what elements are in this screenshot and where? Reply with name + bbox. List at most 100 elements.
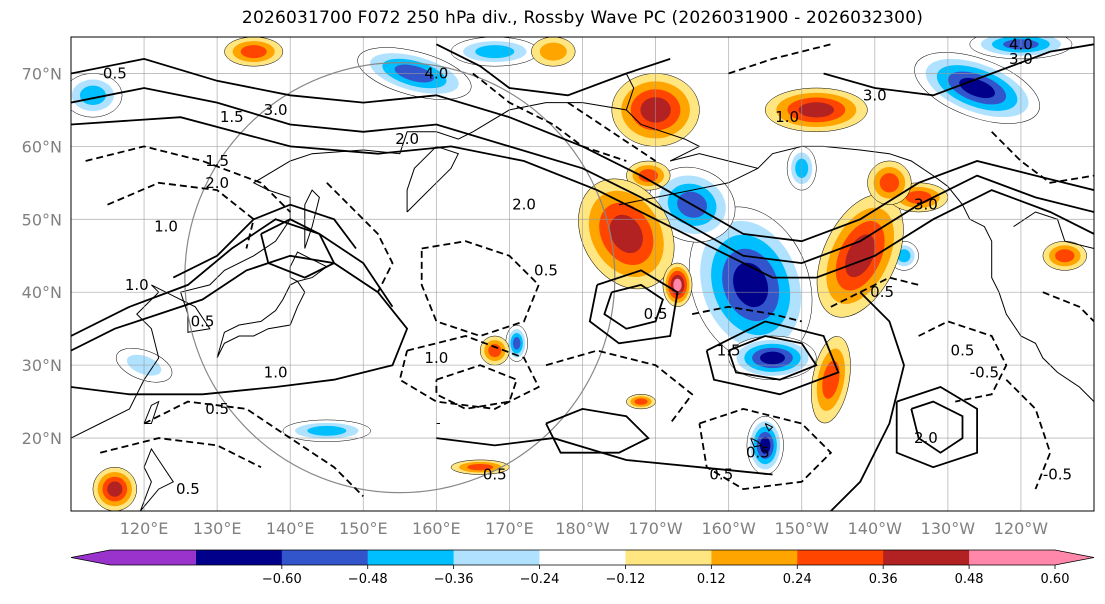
contour-label: 3.0 [914, 196, 938, 214]
positive-contour-7 [172, 203, 357, 279]
negative-contour-21 [326, 182, 394, 293]
contour-label: 4.0 [1009, 35, 1033, 53]
divergence-cell-15-3 [609, 214, 643, 254]
colorbar-tick-label: −0.12 [606, 572, 646, 587]
divergence-cell-14-2 [638, 169, 658, 183]
lon-tick-label: 120°W [994, 519, 1049, 538]
negative-contour-30 [918, 320, 1008, 403]
divergence-cell-0-4 [733, 262, 769, 308]
positive-contour-15 [910, 400, 964, 454]
coastline-9 [618, 167, 759, 206]
longitude-labels: 120°E 130°E 140°E 150°E 160°E 170°E 180°W 170°W… [120, 519, 1049, 538]
positive-contour-8 [260, 218, 336, 279]
positive-contour-2 [71, 116, 1094, 279]
lon-tick-label: 180°W [555, 519, 610, 538]
negative-contour-22 [420, 240, 540, 337]
lon-tick-label: 160°W [701, 519, 756, 538]
lon-tick-label: 130°E [193, 519, 242, 538]
positive-contour-6 [71, 218, 394, 337]
positive-contour-4 [823, 43, 1094, 97]
contour-label: 0.5 [870, 283, 894, 301]
colorbar-tick-label: 0.48 [955, 572, 984, 587]
negative-contour-24 [435, 364, 518, 410]
colorbar-tick-label: −0.24 [520, 572, 560, 587]
colorbar-swatch-9 [883, 550, 970, 565]
coastline-6 [139, 447, 175, 511]
lon-tick-label: 140°E [266, 519, 315, 538]
lon-tick-label: 160°E [412, 519, 461, 538]
coastline-8 [625, 109, 701, 162]
contour-label: 0.5 [483, 466, 507, 484]
divergence-cell-9-2 [307, 425, 347, 436]
divergence-cell-3-4 [760, 437, 771, 454]
contour-label: 0.5 [205, 400, 229, 418]
contour-label: 1.0 [264, 363, 288, 381]
negative-contour-36 [830, 276, 919, 308]
lon-tick-label: 150°W [775, 519, 830, 538]
positive-contour-14 [436, 437, 773, 476]
divergence-cell-20-2 [822, 360, 840, 399]
colorbar-swatch-1 [195, 550, 283, 565]
positive-contour-16 [895, 386, 978, 469]
contour-label: 0.5 [191, 312, 215, 330]
divergence-cell-28-2 [634, 398, 648, 405]
contour-label: 2.0 [205, 174, 229, 192]
negative-contour-20 [107, 181, 255, 249]
figure-title: 2026031700 F072 250 hPa div., Rossby Wav… [241, 8, 924, 28]
negative-contour-33 [567, 101, 657, 162]
divergence-cell-25-2 [240, 45, 267, 59]
lat-lon-grid [71, 37, 1094, 511]
lon-tick-label: 170°W [628, 519, 683, 538]
negative-contour-34 [728, 43, 832, 75]
coastline-2 [289, 251, 328, 282]
negative-contour-25 [545, 349, 694, 425]
negative-contour-35 [991, 131, 1094, 184]
negative-contour-23 [398, 335, 540, 410]
positive-contour-0 [71, 57, 1094, 243]
positive-contour-3 [435, 43, 671, 97]
contour-label: 2.0 [512, 196, 536, 214]
contour-label: 3.0 [1009, 50, 1033, 68]
lat-tick-label: 70°N [22, 64, 62, 83]
colorbar-tick-label: 0.60 [1041, 572, 1070, 587]
contour-label: 1.0 [424, 349, 448, 367]
coastline-7 [670, 145, 1094, 402]
contour-label: 0.5 [534, 261, 558, 279]
coastlines [71, 73, 1094, 511]
divergence-cell-24-2 [467, 464, 494, 471]
positive-contour-1 [71, 87, 1094, 265]
divergence-cell-26-2 [1055, 249, 1075, 263]
coastline-1 [216, 280, 306, 359]
coastline-11 [750, 437, 763, 448]
contour-label: 1.0 [775, 108, 799, 126]
divergence-cell-13-2 [897, 249, 911, 263]
negative-contour-28 [99, 437, 262, 469]
positive-contour-11 [727, 335, 818, 381]
colorbar-swatch-6 [625, 550, 712, 565]
contour-labels: 0.5 1.5 3.0 1.5 2.0 1.0 2.0 4.0 2.0 0.5 0.5 1.0 0.5 1… [103, 35, 1072, 498]
contour-label: 2.0 [395, 130, 419, 148]
colorbar-tick-label: −0.36 [434, 572, 474, 587]
colorbar-extend-max [969, 550, 1094, 565]
positive-contour-9 [603, 283, 664, 330]
divergence-cell-19-3 [798, 102, 835, 118]
divergence-cell-17-3 [845, 234, 876, 278]
divergence-cell-6-2 [475, 45, 515, 59]
positive-contour-13 [545, 407, 650, 454]
colorbar-swatch-4 [453, 550, 540, 565]
divergence-cell-11-2 [79, 85, 106, 106]
positive-contour-17 [830, 291, 905, 511]
contour-label: 3.0 [863, 86, 887, 104]
contour-label: 0.5 [103, 64, 127, 82]
negative-contour-26 [691, 305, 802, 323]
reference-circle [184, 62, 616, 494]
lon-tick-label: 130°W [921, 519, 976, 538]
lat-tick-label: 60°N [22, 137, 62, 156]
contour-label: 0.5 [709, 466, 733, 484]
colorbar-tick-label: −0.60 [262, 572, 302, 587]
coastline-5 [143, 400, 160, 424]
map-area: 0.5 1.5 3.0 1.5 2.0 1.0 2.0 4.0 2.0 0.5 0.5 1.0 0.5 1… [71, 35, 1094, 511]
positive-contour-12 [705, 320, 840, 396]
colorbar-tick-label: 0.24 [783, 572, 812, 587]
contour-label: 3.0 [264, 101, 288, 119]
